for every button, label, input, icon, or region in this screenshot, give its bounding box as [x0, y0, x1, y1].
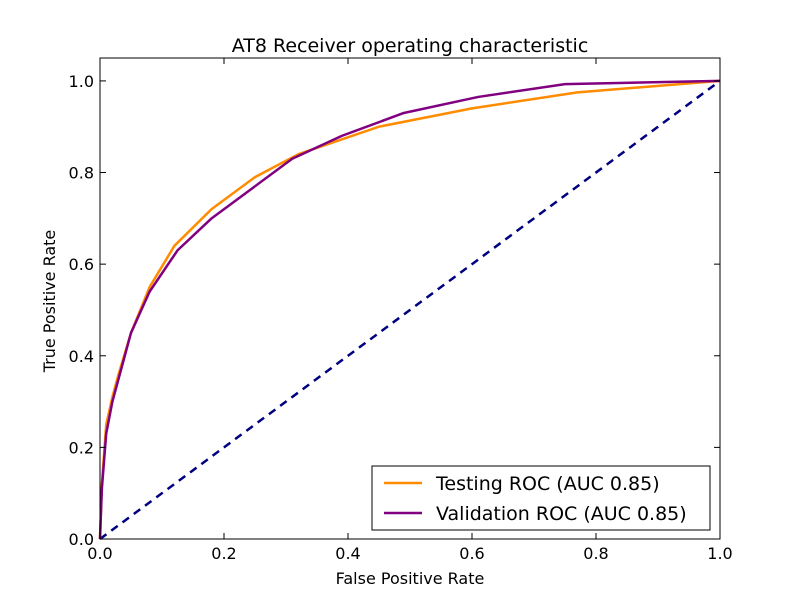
y-tick-label: 0.8	[69, 164, 94, 183]
legend-label-1: Validation ROC (AUC 0.85)	[436, 503, 687, 525]
y-tick-label: 0.2	[69, 438, 94, 457]
series-line-1	[98, 79, 721, 540]
series-line-0	[98, 79, 721, 540]
y-tick-label: 0.6	[69, 255, 94, 274]
chance-diagonal-line	[99, 79, 721, 541]
x-tick-label: 0.4	[335, 544, 360, 563]
legend-box	[371, 465, 711, 531]
y-axis-label: True Positive Rate	[40, 230, 59, 374]
x-tick-label: 0.2	[211, 544, 236, 563]
y-tick-label: 0.4	[69, 347, 94, 366]
y-tick-label: 0.0	[69, 530, 94, 549]
y-tick-label: 1.0	[69, 72, 94, 91]
x-tick-label: 0.8	[583, 544, 608, 563]
legend-label-0: Testing ROC (AUC 0.85)	[435, 473, 660, 495]
x-tick-label: 1.0	[707, 544, 732, 563]
chart-title: AT8 Receiver operating characteristic	[232, 35, 589, 57]
x-tick-label: 0.0	[87, 544, 112, 563]
x-axis-label: False Positive Rate	[336, 569, 485, 588]
plot-frame	[99, 57, 721, 540]
x-tick-label: 0.6	[459, 544, 484, 563]
plot-area: 0.0 0.2 0.4 0.6 0.8 1.0 0.0 0.2 0.4 0.6 0.8 1.0 Test…	[69, 57, 733, 563]
